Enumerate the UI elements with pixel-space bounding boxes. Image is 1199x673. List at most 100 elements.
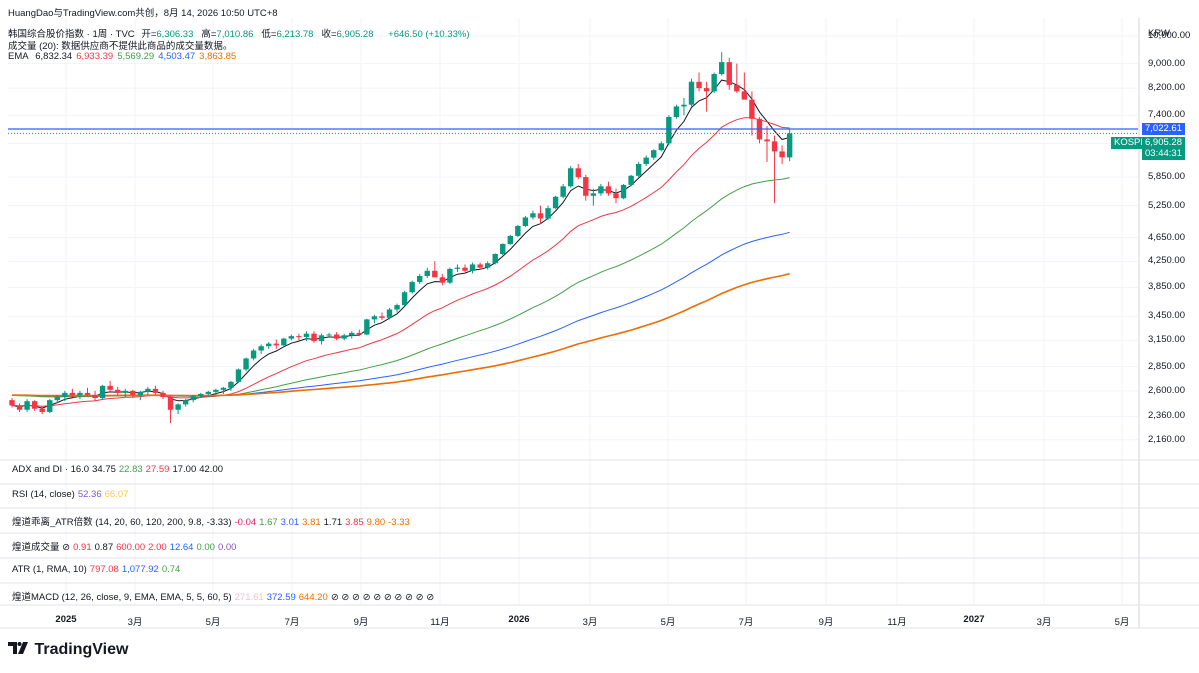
legend-symbol[interactable]: 韩国综合股价指数 · 1周 · TVC: [8, 29, 135, 40]
candle-body: [266, 343, 272, 347]
candle-body: [454, 267, 461, 269]
candle-body: [620, 184, 627, 199]
candle-body: [92, 394, 98, 399]
candle-body: [688, 81, 695, 105]
candle-body: [356, 332, 362, 335]
pane-label[interactable]: RSI (14, close) 52.36 66.07: [12, 489, 131, 500]
candle-body: [462, 267, 468, 271]
candle-body: [477, 264, 483, 268]
candle-body: [583, 177, 589, 196]
candle-body: [484, 263, 491, 268]
pane-label[interactable]: 煌道成交量 ⊘ 0.91 0.87 600.00 2.00 12.64 0.00 0.00: [12, 539, 239, 553]
candle-body: [530, 213, 536, 218]
price-tick-label: 3,150.00: [1148, 334, 1185, 346]
candle-body: [719, 62, 725, 75]
candle-body: [137, 391, 144, 395]
candle-body: [590, 193, 597, 196]
pane-label[interactable]: ADX and DI · 16.0 34.75 22.83 27.59 17.00 42.…: [12, 464, 226, 475]
candle-body: [288, 336, 295, 339]
price-tick-label: 5,250.00: [1148, 199, 1185, 211]
candle-body: [409, 281, 415, 293]
price-tick-label: 7,400.00: [1148, 109, 1185, 121]
candle-body: [658, 143, 664, 151]
chart-grid: [8, 18, 1138, 605]
candle-body: [575, 168, 581, 178]
candle-body: [235, 369, 242, 382]
pane-name: 煌道乖离_ATR倍数 (14, 20, 60, 120, 200, 9.8, -…: [12, 517, 232, 528]
time-tick-label: 9月: [818, 617, 834, 628]
candle-body: [447, 268, 453, 283]
ema-label: EMA: [8, 51, 29, 62]
currency-label: KRW: [1148, 28, 1170, 39]
candle-body: [469, 264, 476, 271]
candle-body: [696, 81, 702, 89]
legend-ohlc-item: 低=6,213.78: [261, 29, 317, 40]
ema-value: 3,863.85: [199, 51, 237, 62]
candle-body: [628, 175, 634, 185]
time-tick-label: 7月: [738, 617, 754, 628]
candle-body: [379, 316, 385, 318]
ema-value: 6,832.34: [35, 51, 73, 62]
candle-body: [243, 358, 249, 370]
candle-body: [500, 243, 506, 255]
price-tick-label: 2,160.00: [1148, 433, 1185, 445]
time-tick-label: 5月: [660, 617, 676, 628]
pane-value: 271.61: [234, 592, 264, 603]
candle-body: [507, 235, 513, 244]
price-tick-label: 2,600.00: [1148, 384, 1185, 396]
pane-value: 52.36: [77, 489, 102, 500]
time-tick-label: 3月: [127, 617, 143, 628]
legend-ohlc-row: 韩国综合股价指数 · 1周 · TVC 开=6,306.33 高=7,010.86…: [8, 26, 473, 40]
legend-ohlc-item: 高=7,010.86: [201, 29, 257, 40]
candle-body: [130, 390, 136, 395]
time-tick-label: 3月: [1036, 617, 1052, 628]
price-tick-label: 3,450.00: [1148, 310, 1185, 322]
candle-body: [115, 389, 121, 393]
tradingview-logo[interactable]: TradingView: [8, 641, 128, 659]
candle-body: [318, 335, 325, 342]
time-tick-label: 7月: [284, 617, 300, 628]
pane-value: ⊘ ⊘ ⊘ ⊘ ⊘ ⊘ ⊘ ⊘ ⊘ ⊘: [330, 592, 435, 603]
candle-body: [84, 392, 91, 395]
candle-body: [364, 319, 370, 335]
ema-value: 4,503.47: [158, 51, 196, 62]
pane-value: 22.83: [118, 464, 143, 475]
ohlc-label: 收=: [321, 29, 337, 40]
candle-body: [545, 208, 551, 219]
legend-ohlc: 开=6,306.33 高=7,010.86 低=6,213.78 收=6,905.28: [141, 29, 381, 40]
candle-body: [613, 193, 619, 199]
candle-body: [296, 336, 302, 338]
price-tick-label: 2,850.00: [1148, 360, 1185, 372]
symbol-tag: KOSPI: [1111, 137, 1147, 149]
pane-label[interactable]: 煌道MACD (12, 26, close, 9, EMA, EMA, 5, 5…: [12, 589, 437, 603]
ema-value: 6,933.39: [76, 51, 114, 62]
pane-value: 3.85: [345, 517, 364, 528]
candle-body: [666, 116, 672, 144]
pane-name: ATR (1, RMA, 10): [12, 564, 87, 575]
ema-line-120: [11, 231, 790, 397]
time-tick-label: 9月: [353, 617, 369, 628]
pane-value: 66.07: [104, 489, 129, 500]
candle-body: [258, 346, 264, 351]
candle-body: [54, 397, 60, 401]
candle-body: [24, 401, 30, 410]
candle-body: [401, 292, 408, 306]
time-tick-label: 3月: [582, 617, 598, 628]
candle-body: [303, 333, 310, 337]
price-tick-label: 4,650.00: [1148, 231, 1185, 243]
time-tick-label: 2027: [963, 614, 985, 625]
candle-body: [605, 186, 612, 194]
brand-name: TradingView: [34, 641, 129, 659]
pane-value: 3.01: [280, 517, 300, 528]
time-tick-label: 2026: [508, 614, 530, 625]
pane-label[interactable]: 煌道乖离_ATR倍数 (14, 20, 60, 120, 200, 9.8, -…: [12, 514, 413, 528]
time-tick-label: 11月: [887, 617, 907, 628]
candle-body: [492, 254, 498, 264]
ohlc-value: 6,905.28: [336, 29, 374, 40]
legend-ema-row[interactable]: EMA 6,832.34 6,933.39 5,569.29 4,503.47 3,86…: [8, 51, 244, 62]
legend-ohlc-item: 收=6,905.28: [321, 29, 377, 40]
pane-label[interactable]: ATR (1, RMA, 10) 797.08 1,077.92 0.74: [12, 564, 183, 575]
ohlc-value: 7,010.86: [216, 29, 254, 40]
candle-body: [273, 343, 279, 346]
